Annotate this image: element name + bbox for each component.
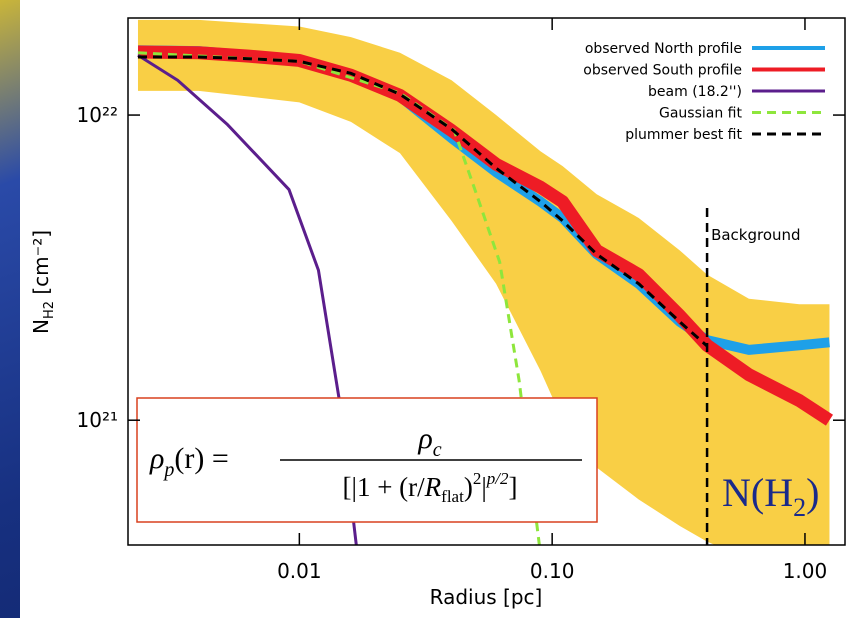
y-axis-label: NH2 [cm⁻²] [29,230,57,334]
legend-label: plummer best fit [625,127,742,143]
y-label-main: N [29,319,53,334]
formula-part: c [433,439,442,461]
y-tick-label: 10²¹ [77,408,118,432]
formula-part: | [481,472,486,502]
x-axis-label: Radius [pc] [430,585,543,609]
formula-part: 2 [473,469,482,488]
annotation-part: 2 [793,493,806,522]
background-label: Background [711,226,801,244]
legend: observed North profile observed South pro… [583,41,825,143]
formula-part: p/2 [486,469,509,488]
formula-part: [|1 + (r/ [343,472,426,502]
legend-label: observed South profile [583,63,742,79]
formula-numerator: ρc [417,422,441,461]
series-line [137,51,541,545]
formula-part: p [162,459,174,481]
formula-denominator: [|1 + (r/Rflat)2|p/2] [343,469,518,506]
y-label-sub: H2 [42,301,57,319]
x-tick-label: 0.01 [277,559,322,583]
y-tick-label: 10²² [77,103,118,127]
frame [127,17,846,546]
formula-part: (r) = [174,442,228,475]
x-tick-label: 0.10 [530,559,575,583]
formula-part: ] [508,472,517,502]
annotation-part: N(H [722,470,793,515]
x-tick-label: 1.00 [783,559,828,583]
annotation: N(H2) [722,470,819,522]
formula-part: ρ [149,442,164,475]
formula-lhs: ρp(r) = [149,442,229,481]
error-band [137,19,830,545]
formula-part: ρ [417,422,432,455]
y-label-unit: [cm⁻²] [29,230,53,301]
legend-label: beam (18.2'') [648,84,742,100]
series-line [137,45,834,426]
annotation-part: ) [806,470,819,515]
plot-area [137,19,834,545]
formula-part: R [424,472,442,502]
legend-label: Gaussian fit [659,106,742,122]
formula-part: ) [464,472,473,502]
legend-label: observed North profile [585,41,742,57]
formula-part: flat [441,487,464,506]
